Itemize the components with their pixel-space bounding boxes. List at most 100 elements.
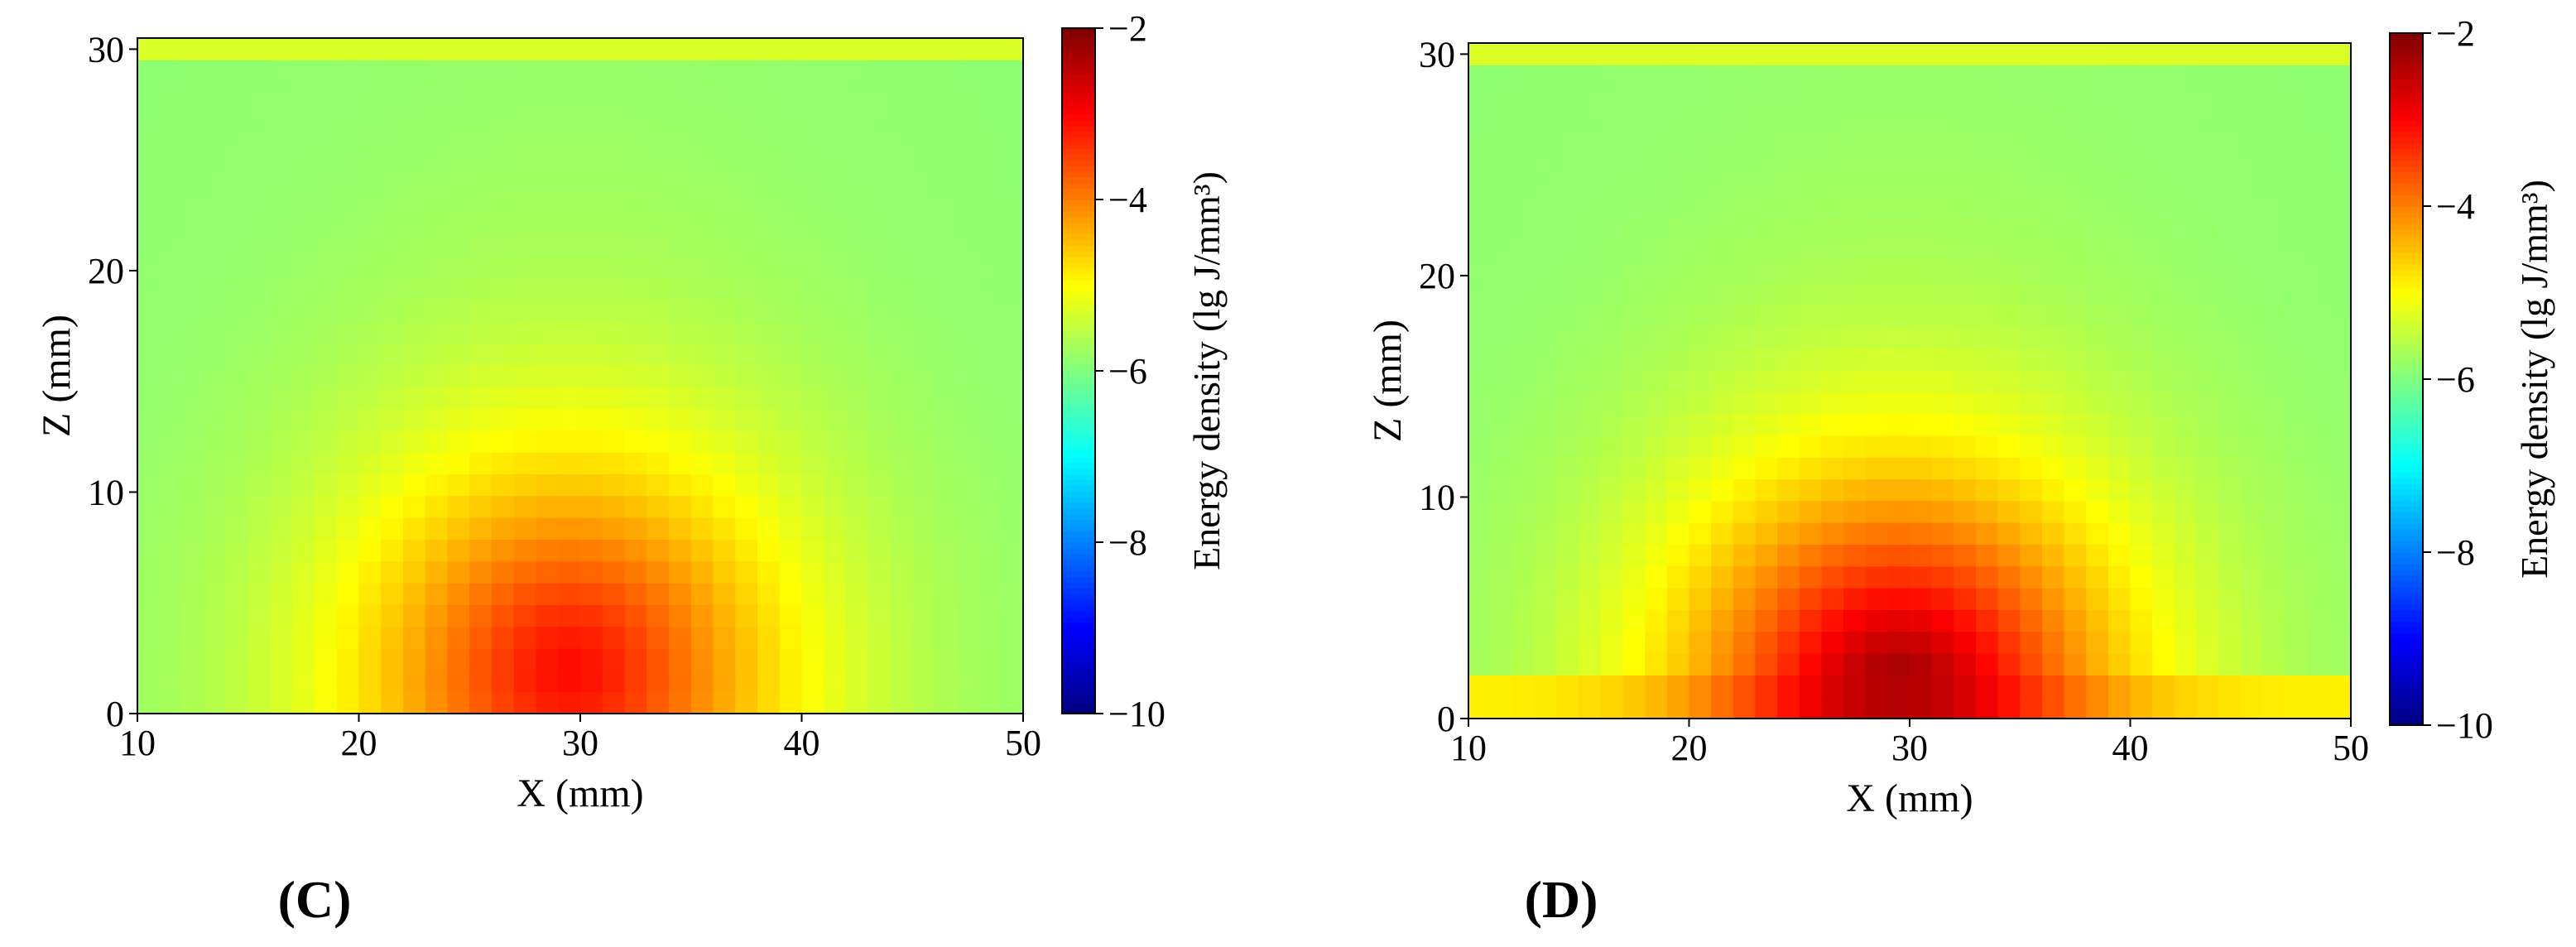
heatmap-cell [2218, 108, 2242, 131]
heatmap-cell [935, 583, 958, 605]
heatmap-cell [2218, 173, 2242, 196]
heatmap-cell [2107, 565, 2131, 589]
heatmap-cell [536, 626, 559, 649]
heatmap-cell [2130, 282, 2153, 305]
heatmap-cell [2041, 108, 2065, 131]
heatmap-cell [1777, 392, 1800, 415]
heatmap-cell [1799, 653, 1822, 675]
heatmap-cell [270, 474, 293, 497]
heatmap-cell [1534, 392, 1558, 415]
heatmap-cell [425, 539, 449, 562]
heatmap-cell [2174, 195, 2198, 219]
heatmap-cell [1975, 565, 1999, 589]
heatmap-cell [2086, 173, 2109, 196]
heatmap-cell [381, 408, 404, 431]
heatmap-cell [1622, 565, 1646, 589]
colorbar-gradient-step [2390, 396, 2423, 403]
heatmap-cell [1490, 195, 1513, 219]
colorbar-gradient-step [2390, 708, 2423, 714]
heatmap-cell [1931, 43, 1954, 65]
heatmap-cell [2064, 565, 2087, 589]
heatmap-cell [2262, 261, 2285, 284]
heatmap-cell [381, 583, 404, 605]
heatmap-cell [358, 277, 382, 300]
heatmap-cell [137, 125, 161, 148]
heatmap-cell [1931, 457, 1954, 480]
heatmap-cell [1843, 435, 1867, 458]
heatmap-cell [315, 38, 338, 60]
heatmap-cell [2152, 478, 2175, 502]
heatmap-cell [1755, 65, 1778, 88]
heatmap-cell [2306, 217, 2329, 240]
heatmap-cell [292, 517, 315, 541]
heatmap-cell [580, 364, 603, 387]
heatmap-cell [1600, 696, 1624, 719]
heatmap-cell [226, 343, 249, 366]
heatmap-cell [2262, 369, 2285, 392]
heatmap-cell [226, 430, 249, 453]
heatmap-cell [2130, 696, 2153, 719]
heatmap-cell [2262, 43, 2285, 65]
heatmap-cell [1954, 544, 1977, 567]
heatmap-cell [1512, 565, 1536, 589]
heatmap-cell [536, 670, 559, 693]
heatmap-cell [159, 343, 183, 366]
heatmap-cell [646, 670, 670, 693]
colorbar-gradient-step [1062, 188, 1095, 195]
heatmap-cell [1755, 500, 1778, 523]
heatmap-cell [1910, 348, 1933, 371]
heatmap-cell [513, 233, 537, 257]
heatmap-cell [1645, 478, 1668, 502]
heatmap-cell [1997, 304, 2021, 327]
heatmap-cell [2041, 173, 2065, 196]
colorbar-gradient-step [2390, 379, 2423, 386]
colorbar-gradient-step [2390, 154, 2423, 161]
heatmap-cell [204, 387, 227, 410]
chart-d-heatmap-cells [1468, 43, 2352, 719]
heatmap-cell [2130, 478, 2153, 502]
heatmap-cell [1975, 369, 1999, 392]
heatmap-cell [669, 670, 692, 693]
heatmap-cell [624, 81, 647, 104]
heatmap-cell [1887, 369, 1910, 392]
heatmap-cell [1843, 392, 1867, 415]
y-tick-label: 20 [88, 251, 124, 291]
heatmap-cell [602, 583, 626, 605]
heatmap-cell [669, 125, 692, 148]
heatmap-cell [1910, 173, 1933, 196]
heatmap-cell [1931, 588, 1954, 610]
heatmap-cell [336, 452, 360, 475]
heatmap-cell [1755, 478, 1778, 502]
heatmap-cell [1711, 588, 1734, 610]
heatmap-cell [735, 604, 758, 627]
heatmap-cell [912, 277, 935, 300]
heatmap-cell [270, 452, 293, 475]
heatmap-cell [403, 125, 426, 148]
heatmap-cell [824, 408, 847, 431]
heatmap-cell [2240, 108, 2263, 131]
heatmap-cell [1910, 304, 1933, 327]
heatmap-cell [690, 604, 714, 627]
heatmap-cell [1512, 457, 1536, 480]
heatmap-cell [2262, 631, 2285, 654]
heatmap-cell [1777, 522, 1800, 546]
heatmap-cell [1799, 435, 1822, 458]
heatmap-cell [602, 125, 626, 148]
colorbar-gradient-step [1062, 462, 1095, 469]
heatmap-cell [2020, 151, 2043, 175]
heatmap-cell [2218, 369, 2242, 392]
heatmap-cell [2064, 217, 2087, 240]
colorbar-gradient-step [1062, 365, 1095, 372]
heatmap-cell [624, 256, 647, 279]
heatmap-cell [1001, 103, 1024, 126]
heatmap-cell [978, 452, 1002, 475]
colorbar-gradient-step [2390, 384, 2423, 392]
heatmap-cell [469, 147, 493, 170]
heatmap-cell [713, 343, 736, 366]
heatmap-cell [1512, 173, 1536, 196]
heatmap-cell [1887, 86, 1910, 109]
heatmap-cell [1799, 86, 1822, 109]
heatmap-cell [2174, 304, 2198, 327]
chart-c-colorbar [1062, 28, 1095, 714]
heatmap-cell [2262, 478, 2285, 502]
